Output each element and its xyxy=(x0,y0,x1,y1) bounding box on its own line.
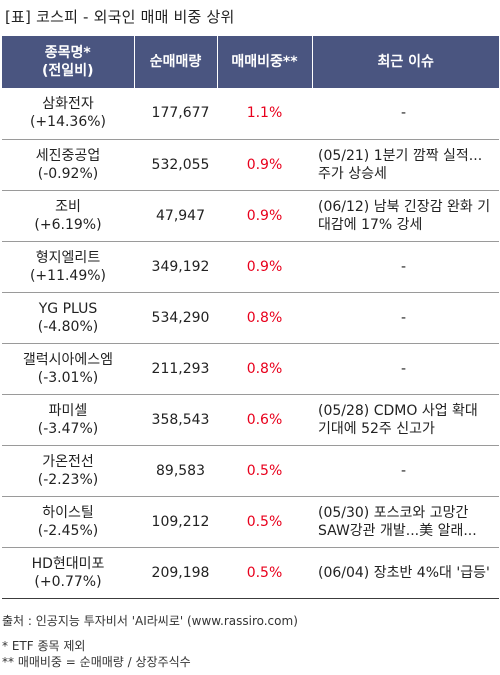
stock-change: (-3.47%) xyxy=(37,421,99,438)
stock-name: 갤럭시아에스엠 xyxy=(22,352,114,369)
trade-ratio: 0.5% xyxy=(217,547,312,600)
recent-issue: - xyxy=(312,88,499,140)
stock-cell: 삼화전자 (+14.36%) xyxy=(2,88,134,140)
net-volume: 109,212 xyxy=(134,496,217,549)
header-name: 종목명* (전일비) xyxy=(2,36,135,88)
table-row: 세진중공업 (-0.92%) 532,055 0.9% (05/21) 1분기 깜짝 실… xyxy=(2,139,499,191)
table-row: 파미셀 (-3.47%) 358,543 0.6% (05/28) CDMO 사업 확대… xyxy=(2,394,499,447)
stock-change: (-0.92%) xyxy=(37,165,99,182)
stock-cell: YG PLUS (-4.80%) xyxy=(2,292,134,344)
trade-ratio: 0.8% xyxy=(217,292,312,344)
trade-ratio: 1.1% xyxy=(217,88,312,140)
stock-change: (-4.80%) xyxy=(37,318,99,335)
header-name-line1: 종목명* xyxy=(44,45,91,61)
recent-issue: (05/21) 1분기 깜짝 실적...주가 상승세 xyxy=(312,139,499,191)
trade-ratio: 0.9% xyxy=(217,241,312,293)
net-volume: 177,677 xyxy=(134,88,217,140)
stock-cell: 조비 (+6.19%) xyxy=(2,190,134,242)
table-row: 삼화전자 (+14.36%) 177,677 1.1% - xyxy=(2,88,499,140)
stock-name: 하이스틸 xyxy=(42,505,94,522)
trade-ratio: 0.9% xyxy=(217,190,312,242)
stock-name: 삼화전자 xyxy=(42,96,94,113)
stock-change: (+11.49%) xyxy=(29,267,107,284)
table-row: 형지엘리트 (+11.49%) 349,192 0.9% - xyxy=(2,241,499,293)
stock-change: (-3.01%) xyxy=(37,370,99,387)
stock-change: (+14.36%) xyxy=(29,114,107,131)
table-row: 가온전선 (-2.23%) 89,583 0.5% - xyxy=(2,445,499,498)
page-title: [표] 코스피 - 외국인 매매 비중 상위 xyxy=(5,8,235,26)
table-row: 갤럭시아에스엠 (-3.01%) 211,293 0.8% - xyxy=(2,343,499,396)
footnote-etf: * ETF 종목 제외 xyxy=(2,639,86,653)
stock-cell: HD현대미포 (+0.77%) xyxy=(2,547,134,600)
stock-name: 파미셀 xyxy=(48,403,88,420)
recent-issue: - xyxy=(312,241,499,293)
net-volume: 534,290 xyxy=(134,292,217,344)
stock-change: (-2.45%) xyxy=(37,523,99,540)
stock-name: 가온전선 xyxy=(42,454,94,471)
stock-change: (+6.19%) xyxy=(34,216,102,233)
net-volume: 47,947 xyxy=(134,190,217,242)
table-row: 조비 (+6.19%) 47,947 0.9% (06/12) 남북 긴장감 완화 기대… xyxy=(2,190,499,242)
recent-issue: (05/30) 포스코와 고망간 SAW강관 개발...美 알래... xyxy=(312,496,499,549)
source-note: 출처 : 인공지능 투자비서 'AI라씨로' (www.rassiro.com) xyxy=(2,614,298,628)
stock-cell: 하이스틸 (-2.45%) xyxy=(2,496,134,549)
footnote-ratio: ** 매매비중 = 순매매량 / 상장주식수 xyxy=(2,655,191,669)
trade-ratio: 0.5% xyxy=(217,496,312,549)
net-volume: 89,583 xyxy=(134,445,217,498)
recent-issue: - xyxy=(312,445,499,498)
header-issue: 최근 이슈 xyxy=(312,36,499,88)
stock-cell: 세진중공업 (-0.92%) xyxy=(2,139,134,191)
recent-issue: (05/28) CDMO 사업 확대 기대에 52주 신고가 xyxy=(312,394,499,447)
recent-issue: (06/12) 남북 긴장감 완화 기대감에 17% 강세 xyxy=(312,190,499,242)
recent-issue: - xyxy=(312,343,499,396)
net-volume: 358,543 xyxy=(134,394,217,447)
header-name-line2: (전일비) xyxy=(42,63,94,79)
stock-cell: 갤럭시아에스엠 (-3.01%) xyxy=(2,343,134,396)
stock-name: HD현대미포 xyxy=(31,556,105,573)
trade-ratio: 0.5% xyxy=(217,445,312,498)
table-row: HD현대미포 (+0.77%) 209,198 0.5% (06/04) 장초반 4%대… xyxy=(2,547,499,600)
net-volume: 532,055 xyxy=(134,139,217,191)
trade-ratio: 0.6% xyxy=(217,394,312,447)
foreign-trading-table: 종목명* (전일비) 순매매량 매매비중** 최근 이슈 삼화전자 (+14.36… xyxy=(2,36,499,600)
trade-ratio: 0.8% xyxy=(217,343,312,396)
stock-name: 형지엘리트 xyxy=(35,249,101,266)
table-header-row: 종목명* (전일비) 순매매량 매매비중** 최근 이슈 xyxy=(2,36,499,88)
net-volume: 349,192 xyxy=(134,241,217,293)
trade-ratio: 0.9% xyxy=(217,139,312,191)
header-ratio: 매매비중** xyxy=(217,36,313,88)
stock-cell: 형지엘리트 (+11.49%) xyxy=(2,241,134,293)
net-volume: 209,198 xyxy=(134,547,217,600)
stock-change: (-2.23%) xyxy=(37,472,99,489)
table-row: YG PLUS (-4.80%) 534,290 0.8% - xyxy=(2,292,499,344)
stock-change: (+0.77%) xyxy=(34,574,102,591)
header-volume: 순매매량 xyxy=(134,36,218,88)
stock-cell: 파미셀 (-3.47%) xyxy=(2,394,134,447)
stock-name: 세진중공업 xyxy=(35,147,101,164)
recent-issue: (06/04) 장초반 4%대 '급등' xyxy=(312,547,499,600)
stock-name: 조비 xyxy=(55,198,81,215)
recent-issue: - xyxy=(312,292,499,344)
table-row: 하이스틸 (-2.45%) 109,212 0.5% (05/30) 포스코와 고망간 … xyxy=(2,496,499,549)
stock-name: YG PLUS xyxy=(38,300,98,317)
net-volume: 211,293 xyxy=(134,343,217,396)
stock-cell: 가온전선 (-2.23%) xyxy=(2,445,134,498)
